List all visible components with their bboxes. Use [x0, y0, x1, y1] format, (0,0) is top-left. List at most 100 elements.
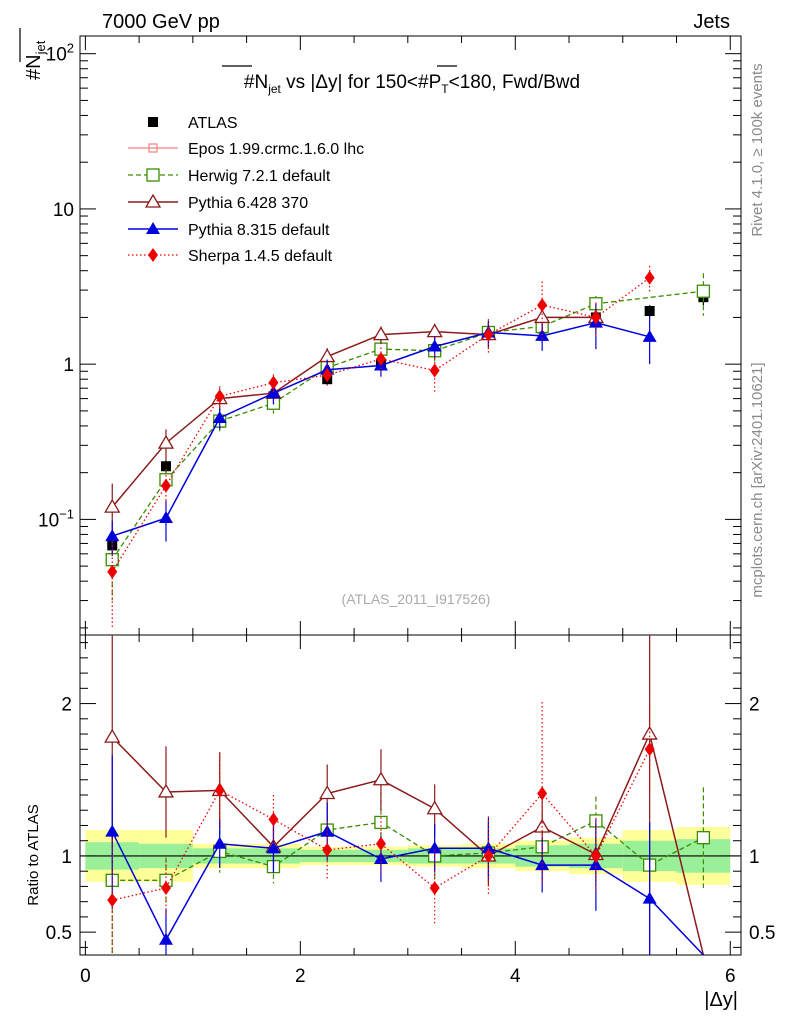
ratio-point-sherpa [107, 893, 118, 908]
main-point-pythia6 [104, 498, 121, 513]
main-point-pythia8 [427, 339, 442, 352]
legend-pythia6-label: Pythia 6.428 370 [188, 195, 308, 212]
title-part-a: #N [244, 72, 268, 93]
legend-entry-epos: Epos 1.99.crmc.1.6.0 lhc [128, 141, 364, 158]
main-y-label: #Njet [23, 40, 48, 80]
legend: ATLAS Epos 1.99.crmc.1.6.0 lhc Herwig 7.… [128, 115, 364, 265]
ratio-point-pythia8 [535, 858, 550, 871]
legend-atlas-label: ATLAS [188, 115, 238, 132]
ratio-point-pythia6 [534, 818, 551, 833]
ratio-point-pythia6 [372, 771, 390, 786]
title-part-b-sub: T [441, 82, 449, 96]
ratio-point-pythia8 [642, 891, 657, 904]
main-point-sherpa [429, 363, 440, 378]
ratio-point-pythia8 [105, 824, 120, 837]
main-y-tick-label-base: 10 [53, 200, 74, 221]
main-point-pythia8 [105, 529, 120, 542]
svg-text:#Njet: #Njet [23, 40, 48, 80]
ratio-point-sherpa [537, 786, 548, 801]
ratio-point-pythia8 [320, 824, 335, 837]
ratio-line-pythia6 [111, 731, 705, 956]
ratio-point-pythia6 [104, 728, 121, 743]
legend-pythia6-marker [144, 193, 162, 208]
main-point-sherpa [537, 298, 548, 313]
title-part-c: <180, Fwd/Bwd [449, 72, 581, 93]
ratio-point-sherpa [375, 836, 386, 851]
main-point-pythia8 [266, 386, 281, 399]
main-point-sherpa [107, 564, 118, 579]
main-point-pythia6 [372, 326, 390, 341]
ratio-line-pythia8 [111, 830, 704, 956]
ratio-point-pythia8 [427, 841, 442, 854]
main-panel-content [104, 265, 711, 628]
x-tick-label: 2 [295, 966, 306, 987]
main-line-sherpa [111, 277, 650, 573]
ratio-point-sherpa [644, 742, 655, 757]
ratio-point-pythia6 [157, 783, 175, 798]
main-point-pythia8 [642, 329, 657, 342]
main-point-sherpa [590, 310, 601, 325]
legend-herwig-marker [146, 168, 160, 182]
main-point-sherpa [644, 270, 655, 285]
ratio-y-tick-label: 0.5 [46, 923, 72, 944]
ratio-line-sherpa [112, 749, 651, 901]
main-y-label-text: #N [23, 54, 45, 80]
legend-pythia8-label: Pythia 8.315 default [188, 222, 330, 239]
ratio-point-pythia6 [426, 800, 443, 815]
ratio-point-sherpa [214, 783, 225, 798]
main-point-sherpa [214, 389, 225, 404]
ratio-point-pythia8 [158, 932, 173, 945]
title-part-b: vs |Δy| for 150<#P [281, 72, 441, 93]
main-point-herwig [696, 284, 711, 298]
legend-entry-herwig: Herwig 7.2.1 default [128, 168, 331, 185]
legend-epos-marker [148, 143, 158, 153]
ratio-point-herwig [696, 831, 711, 845]
main-y-label-sub: jet [33, 40, 48, 55]
x-axis-label: |Δy| [704, 989, 738, 1011]
main-line-pythia6 [111, 316, 596, 508]
legend-entry-pythia6: Pythia 6.428 370 [128, 193, 308, 212]
main-point-sherpa [483, 327, 494, 342]
main-point-sherpa [268, 375, 279, 390]
ratio-y-tick-label-right: 1 [749, 847, 760, 868]
main-y-tick-label: 102 [46, 41, 74, 66]
header-right: Jets [693, 11, 730, 33]
main-point-sherpa [160, 478, 171, 493]
main-point-pythia8 [212, 410, 227, 423]
main-title: #Njet vs |Δy| for 150<#PT<180, Fwd/Bwd [244, 72, 580, 96]
ratio-point-pythia8 [481, 841, 496, 854]
ratio-point-pythia8 [212, 836, 227, 849]
main-y-tick-label-exp: 2 [67, 41, 74, 56]
main-y-tick-label: 10 [53, 200, 74, 221]
ratio-y-tick-label-right: 2 [749, 695, 760, 716]
ratio-y-tick-label: 1 [61, 847, 72, 868]
main-point-sherpa [322, 368, 333, 383]
ratio-point-sherpa [268, 812, 279, 827]
ratio-y-tick-label: 2 [61, 695, 72, 716]
analysis-tag: (ATLAS_2011_I917526) [342, 591, 491, 607]
main-y-tick-label-base: 10 [46, 45, 67, 66]
legend-pythia8-marker [146, 222, 160, 234]
ratio-point-sherpa [160, 880, 171, 895]
main-y-tick-label-exp: −1 [59, 506, 74, 521]
ratio-point-pythia8 [266, 841, 281, 854]
ratio-point-sherpa [590, 848, 601, 863]
legend-atlas-marker [148, 117, 158, 127]
ratio-panel-content [80, 635, 741, 956]
legend-entry-atlas: ATLAS [148, 115, 238, 132]
legend-entry-sherpa: Sherpa 1.4.5 default [128, 248, 333, 265]
main-y-tick-label: 10−1 [38, 506, 74, 531]
ratio-y-tick-label-right: 0.5 [749, 923, 775, 944]
side-mcplots-label: mcplots.cern.ch [arXiv:2401.10621] [749, 362, 766, 597]
ratio-point-sherpa [322, 842, 333, 857]
legend-epos-label: Epos 1.99.crmc.1.6.0 lhc [188, 141, 364, 158]
main-point-pythia6 [534, 309, 551, 324]
main-y-tick-label-base: 10 [38, 510, 59, 531]
legend-sherpa-marker [148, 248, 158, 262]
main-point-pythia6 [426, 323, 443, 338]
ratio-point-sherpa [429, 880, 440, 895]
x-tick-label: 0 [80, 966, 91, 987]
x-tick-label: 4 [510, 966, 521, 987]
